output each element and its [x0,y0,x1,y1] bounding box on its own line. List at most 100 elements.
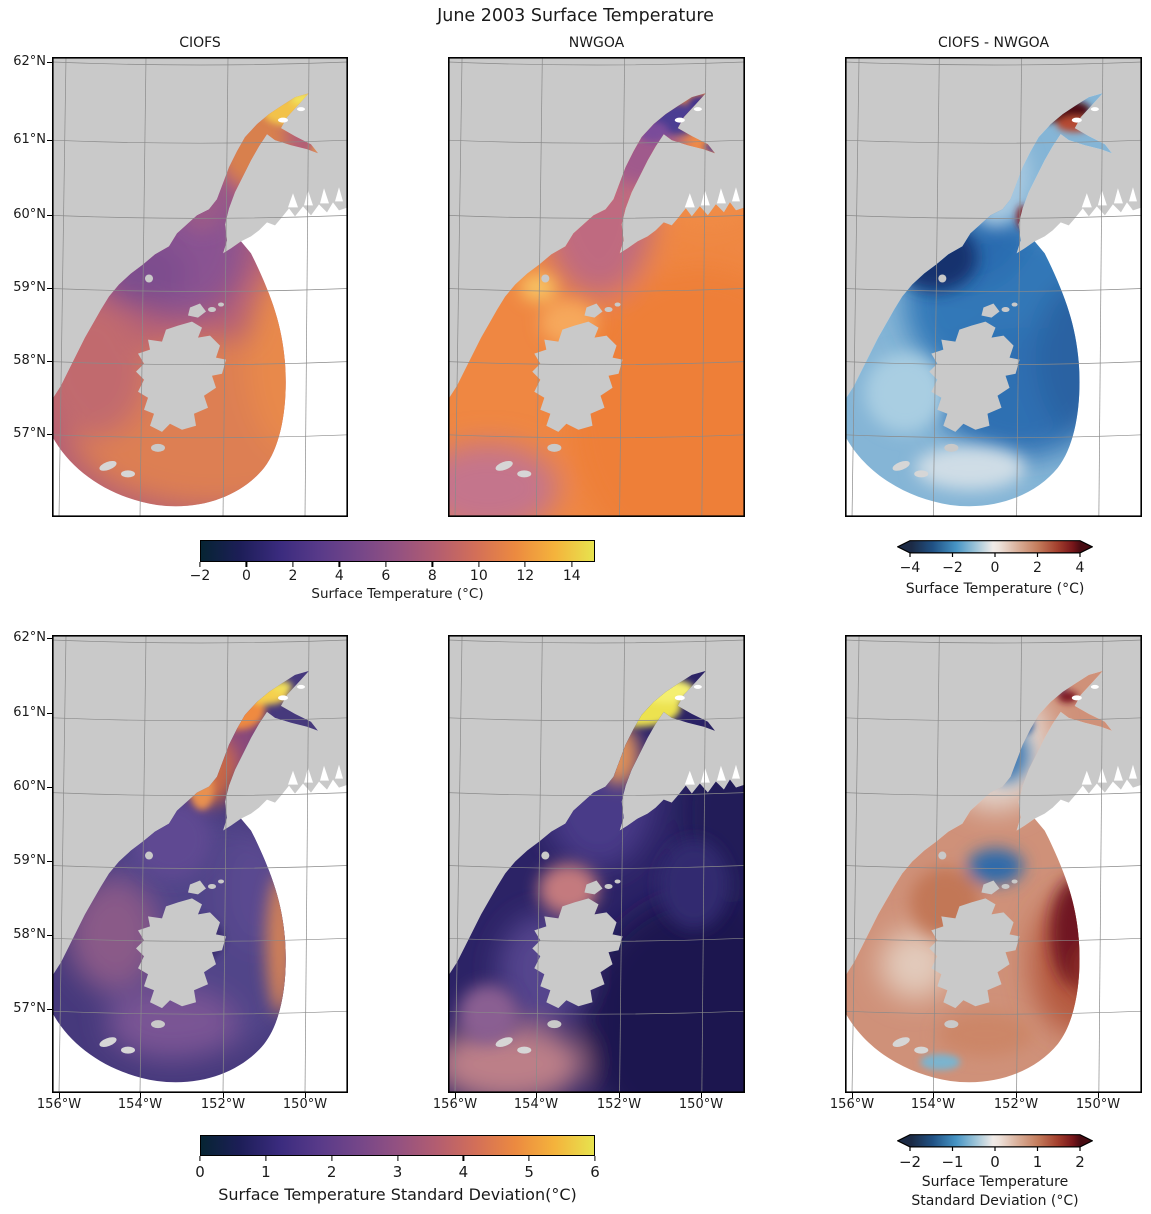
axis-tick [47,215,52,217]
colorbar-tick-label: −2 [942,560,963,576]
map-panel-std-diff [845,635,1142,1093]
colorbar-tick-label: 0 [241,568,251,584]
colorbar-sst: −2 0 2 4 6 8 10 12 14 Surface Temperatur… [190,540,595,602]
colorbar-tick-label: 4 [334,568,344,584]
colorbar-tick [396,1156,399,1161]
colorbar-tick-label: 6 [381,568,391,584]
colorbar-label: Surface Temperature (°C) [311,586,484,602]
colorbar-tick-label: 3 [392,1163,403,1181]
colorbar-tick-label: 0 [990,1153,1000,1171]
map-ciofs-sst [52,57,348,517]
axis-tick [59,1093,61,1098]
colorbar-tick-label: −2 [898,1153,922,1171]
axis-tick [47,638,52,640]
colorbar-tick-label: 1 [1032,1153,1043,1171]
colorbar-gradient [896,1134,1094,1151]
colorbar-tick [331,1156,333,1161]
panel-border [845,635,1142,1093]
axis-tick [47,935,52,937]
colorbar-label: Surface Temperature Standard Deviation(°… [218,1185,577,1204]
axis-tick [701,1093,703,1098]
map-panel-nwgoa-sst [448,57,745,517]
lon-tick-label: 150°W [1075,1097,1121,1112]
colorbar-tick [245,562,248,567]
lon-tick-label: 156°W [829,1097,875,1112]
colorbar-label: Surface Temperature (°C) [905,581,1085,597]
colorbar-tick-label: 12 [516,568,535,584]
colorbar-tick-label: −2 [189,568,211,584]
colorbar-tick-label: 8 [427,568,437,584]
axis-tick [47,361,52,363]
lon-tick-label: 152°W [993,1097,1039,1112]
axis-tick [140,1093,142,1098]
map-panel-ciofs-std [52,635,348,1093]
colorbar-label-line1: Surface Temperature [921,1174,1069,1190]
colorbar-tick-label: 2 [288,568,298,584]
map-panel-sst-diff [845,57,1142,517]
axis-tick [1098,1093,1100,1098]
colorbar-tick-label: 2 [326,1163,337,1181]
colorbar-sst-diff: −4 −2 0 2 4 Surface Temperature (°C) [896,540,1094,600]
lat-tick-label: 61°N [13,705,46,720]
panel-title-nwgoa: NWGOA [568,35,625,51]
axis-tick [619,1093,621,1098]
colorbar-tick-label: 0 [990,560,1000,576]
lat-tick-label: 62°N [13,54,46,69]
axis-tick [933,1093,935,1098]
lon-tick-label: 154°W [513,1097,559,1112]
colorbar-tick [478,562,480,567]
colorbar-tick-label: 2 [1033,560,1042,576]
colorbar-gradient [200,1135,595,1156]
map-sst-diff [845,57,1142,517]
map-panel-nwgoa-std [448,635,745,1093]
lon-tick-label: 150°W [282,1097,328,1112]
map-ciofs-std [52,635,348,1093]
colorbar-tick [199,1156,201,1161]
colorbar-tick-label: 4 [458,1163,469,1181]
colorbar-std: 0 1 2 3 4 5 6 Surface Temperature Standa… [195,1135,600,1210]
lon-tick-label: 152°W [596,1097,642,1112]
axis-tick [455,1093,457,1098]
axis-tick [47,62,52,64]
colorbar-tick-label: 4 [1075,560,1085,576]
lon-tick-label: 154°W [117,1097,163,1112]
lat-tick-label: 59°N [13,280,46,295]
lat-tick-label: 60°N [13,779,46,794]
lat-tick-label: 59°N [13,853,46,868]
axis-tick [305,1093,307,1098]
colorbar-label-line2: Standard Deviation (°C) [911,1193,1079,1209]
map-nwgoa-sst [448,57,745,517]
colorbar-tick-label: −1 [941,1153,964,1171]
lat-tick-label: 60°N [13,207,46,222]
lat-tick-label: 57°N [13,426,46,441]
axis-tick [536,1093,538,1098]
axis-tick [47,434,52,436]
panel-title-ciofs: CIOFS [179,35,221,51]
axis-tick [47,787,52,789]
colorbar-tick-label: 2 [1075,1153,1085,1171]
colorbar-tick [528,1156,530,1161]
colorbar-tick-label: 14 [562,568,581,584]
panel-border [448,635,745,1093]
colorbar-tick-label: 1 [261,1163,271,1181]
colorbar-gradient [200,540,595,562]
lat-tick-label: 61°N [13,132,46,147]
colorbar-tick-label: −4 [899,560,921,576]
colorbar-tick [199,562,201,567]
colorbar-tick [265,1156,267,1161]
axis-tick [852,1093,854,1098]
lon-tick-label: 150°W [678,1097,724,1112]
panel-border [52,57,348,517]
axis-tick [1016,1093,1018,1098]
axis-tick [47,140,52,142]
lon-tick-label: 156°W [432,1097,478,1112]
colorbar-tick [338,562,340,567]
colorbar-gradient [896,540,1094,557]
colorbar-tick [594,1156,596,1161]
axis-tick [47,1009,52,1011]
colorbar-tick [571,562,573,567]
panel-title-diff: CIOFS - NWGOA [937,35,1050,51]
figure-title: June 2003 Surface Temperature [437,6,714,26]
colorbar-tick-label: 5 [524,1163,534,1181]
